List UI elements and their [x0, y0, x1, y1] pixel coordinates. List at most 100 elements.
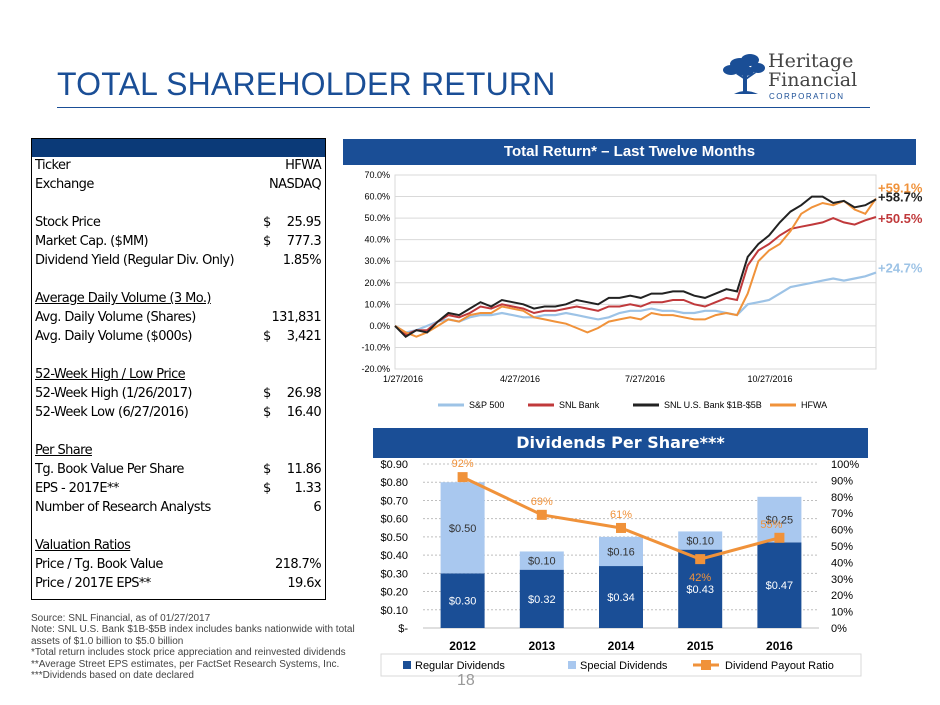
table-row-label: Avg. Daily Volume ($000s)	[35, 329, 192, 344]
footnotes: Source: SNL Financial, as of 01/27/2017 N…	[31, 613, 371, 681]
table-row-value: 218.7%	[275, 557, 322, 572]
table-row-currency: $	[263, 462, 271, 477]
table-row-value: NASDAQ	[269, 177, 322, 192]
series-line	[394, 197, 877, 338]
table-row: 52-Week High / Low Price	[32, 367, 325, 386]
series-end-label: +59.1%	[878, 180, 923, 195]
y2-tick-label: 30%	[831, 574, 853, 586]
table-row: Tg. Book Value Per Share $11.86	[32, 462, 325, 481]
y2-tick-label: 60%	[831, 525, 853, 537]
table-row-value: 25.95	[286, 215, 322, 230]
legend-label: HFWA	[801, 400, 827, 410]
bar-regular	[599, 566, 643, 628]
logo-text-heritage: Heritage	[768, 50, 854, 72]
y-tick-label: $-	[398, 623, 408, 635]
logo-text-financial: Financial	[768, 69, 858, 91]
total-return-chart: -20.0% -10.0% 0.0% 10.0% 20.0% 30.0% 40.0% 50.0…	[361, 170, 923, 410]
table-row: Market Cap. ($MM) $777.3	[32, 234, 325, 253]
y-tick-label: $0.20	[380, 587, 408, 599]
table-row-value: 1.85%	[282, 253, 322, 268]
bar-regular	[440, 573, 485, 628]
x-tick-label: 2013	[528, 639, 555, 653]
y-tick-label: $0.40	[380, 550, 408, 562]
bar-regular	[757, 542, 802, 628]
table-row-label: Per Share	[35, 443, 93, 458]
bar-special-label: $0.16	[607, 546, 635, 558]
x-tick-label: 10/27/2016	[747, 374, 792, 384]
table-row-label: EPS - 2017E**	[35, 481, 119, 496]
bar-special-label: $0.10	[528, 556, 556, 568]
y2-tick-label: 0%	[831, 623, 847, 635]
footnote-line: ***Dividends based on date declared	[31, 670, 194, 682]
y-tick-label: 10.0%	[364, 299, 390, 309]
page-title: TOTAL SHAREHOLDER RETURN	[57, 66, 556, 102]
table-row: Ticker HFWA	[32, 158, 325, 177]
bar-regular-label: $0.32	[528, 594, 556, 606]
y-tick-label: 60.0%	[364, 192, 390, 202]
table-row-label: Number of Research Analysts	[35, 500, 211, 515]
series-line	[394, 216, 877, 336]
y2-tick-label: 70%	[831, 508, 853, 520]
table-row-value: 26.98	[286, 386, 322, 401]
legend-box	[380, 653, 862, 677]
payout-label: 55%	[760, 519, 782, 531]
series-end-label: +24.7%	[878, 261, 923, 276]
legend-label: Regular Dividends	[415, 660, 505, 672]
y-tick-label: $0.90	[380, 459, 408, 471]
bar-regular	[519, 569, 564, 628]
table-row-currency: $	[263, 481, 271, 496]
table-row: Exchange NASDAQ	[32, 177, 325, 196]
table-row-label: Avg. Daily Volume (Shares)	[35, 310, 196, 325]
x-tick-label: 2012	[449, 639, 476, 653]
table-row: EPS - 2017E** $1.33	[32, 481, 325, 500]
table-row-value: 1.33	[294, 481, 321, 496]
payout-marker	[616, 522, 626, 533]
table-row-label: Stock Price	[35, 215, 101, 230]
table-row: Valuation Ratios	[32, 538, 325, 557]
y2-tick-label: 10%	[831, 607, 853, 619]
dividends-header: Dividends Per Share***	[373, 428, 868, 458]
footnote-line: Source: SNL Financial, as of 01/27/2017	[31, 613, 211, 624]
table-row-label: Price / Tg. Book Value	[35, 557, 163, 572]
payout-label: 92%	[452, 458, 474, 470]
payout-label: 69%	[531, 496, 553, 508]
table-row-currency: $	[263, 405, 271, 420]
y-tick-label: 40.0%	[364, 235, 390, 245]
bar-regular-label: $0.47	[766, 580, 794, 592]
y2-tick-label: 100%	[831, 459, 859, 471]
legend-label: SNL Bank	[559, 400, 600, 410]
stats-table-header	[32, 139, 325, 157]
company-logo: Heritage Financial CORPORATION	[718, 50, 878, 104]
stats-table: Ticker HFWA Exchange NASDAQ Stock Price $25.9…	[31, 138, 326, 600]
table-row-value: 6	[313, 500, 321, 515]
table-row-value: 16.40	[286, 405, 322, 420]
y-tick-label: $0.70	[380, 495, 408, 507]
table-row: Number of Research Analysts 6	[32, 500, 325, 519]
table-row: 52-Week High (1/26/2017) $26.98	[32, 386, 325, 405]
footnote-line: Note: SNL U.S. Bank $1B-$5B index includ…	[31, 624, 355, 636]
x-tick-label: 4/27/2016	[500, 374, 540, 384]
table-row-value: HFWA	[285, 158, 321, 173]
table-row: 52-Week Low (6/27/2016) $16.40	[32, 405, 325, 424]
payout-marker	[457, 472, 468, 483]
table-row-currency: $	[263, 329, 271, 344]
y2-tick-label: 40%	[831, 557, 853, 569]
bar-special-label: $0.25	[766, 515, 794, 527]
bar-special	[599, 536, 643, 567]
bar-special-label: $0.50	[449, 523, 477, 535]
y-tick-label: 20.0%	[364, 278, 390, 288]
bar-special	[519, 551, 564, 570]
y2-tick-label: 20%	[831, 590, 853, 602]
y2-tick-label: 80%	[831, 492, 853, 504]
y-tick-label: 30.0%	[364, 256, 390, 266]
table-row-label: Market Cap. ($MM)	[35, 234, 149, 249]
table-row: Average Daily Volume (3 Mo.)	[32, 291, 325, 310]
x-tick-label: 1/27/2016	[383, 374, 423, 384]
table-row-label: Valuation Ratios	[35, 538, 131, 553]
page-number: 18	[457, 672, 475, 689]
table-row: Stock Price $25.95	[32, 215, 325, 234]
table-row: Per Share	[32, 443, 325, 462]
series-end-label: +58.7%	[878, 189, 923, 204]
table-row: Avg. Daily Volume (Shares) 131,831	[32, 310, 325, 329]
payout-marker	[774, 532, 785, 543]
